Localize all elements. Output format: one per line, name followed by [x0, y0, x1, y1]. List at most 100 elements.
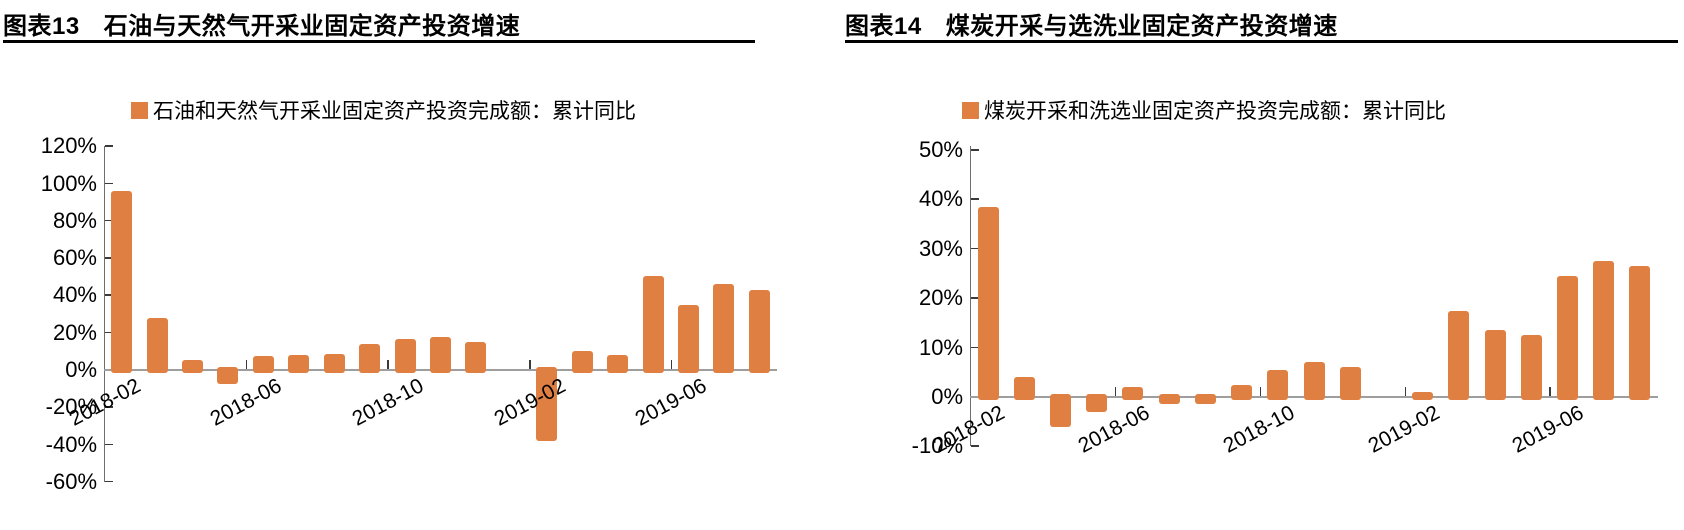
- bar: [465, 342, 487, 373]
- bar: [748, 289, 770, 373]
- bar: [1593, 261, 1615, 400]
- x-axis-label: 2019-02: [1364, 401, 1443, 458]
- x-axis-label: 2018-10: [1219, 401, 1299, 458]
- bar: [1520, 335, 1542, 400]
- x-axis-label: 2019-06: [631, 374, 711, 431]
- bar: [323, 354, 345, 373]
- bar: [1448, 310, 1470, 400]
- y-axis-tick: [105, 182, 113, 185]
- figure-14-title: 图表14 煤炭开采与选洗业固定资产投资增速: [845, 6, 1338, 41]
- y-axis-tick: [105, 294, 113, 296]
- bar: [1339, 367, 1361, 400]
- legend-marker-swatch: [962, 101, 979, 119]
- bar: [1086, 394, 1108, 412]
- bar: [1013, 377, 1035, 400]
- bar: [1484, 330, 1506, 400]
- bar: [182, 359, 204, 373]
- figure-13-panel: 图表13 石油与天然气开采业固定资产投资增速 石油和天然气开采业固定资产投资完成额…: [3, 6, 777, 494]
- figure-14-label: 图表14: [845, 13, 922, 40]
- y-axis-label: -20%: [45, 394, 97, 420]
- y-axis-tick: [105, 406, 113, 408]
- bar: [607, 355, 629, 373]
- x-axis-tick: [245, 360, 248, 369]
- y-axis-label: 50%: [918, 137, 963, 162]
- oil-gas-bar-chart: 120% 100% 80% 60% 40% 20% 0% -20% -40% -60% 2018-0…: [40, 134, 777, 494]
- bar: [677, 304, 699, 373]
- figure-13-title-text: 石油与天然气开采业固定资产投资增速: [103, 13, 521, 40]
- y-axis-label: -10%: [911, 433, 963, 459]
- bar: [359, 343, 381, 373]
- coal-bar-chart: 50% 40% 30% 20% 10% 0% -10% 2018-02 2018-06 2018-…: [842, 0, 1684, 530]
- bar: [536, 367, 558, 441]
- bar: [1629, 266, 1651, 400]
- figure-13-label: 图表13: [3, 13, 80, 40]
- y-axis-label: 0%: [931, 384, 963, 409]
- y-axis-line: [970, 146, 971, 447]
- bar: [1556, 275, 1578, 400]
- y-axis-tick: [105, 480, 113, 483]
- x-axis-tick: [1404, 387, 1407, 396]
- bar: [217, 367, 239, 384]
- y-axis-tick: [971, 346, 979, 349]
- y-axis-tick: [105, 257, 113, 259]
- figure-14-panel: 图表14 煤炭开采与选洗业固定资产投资增速 煤炭开采和洗选业固定资产投资完成额：累…: [842, 0, 1684, 530]
- bar: [1158, 394, 1180, 405]
- y-axis-label: 10%: [918, 334, 963, 360]
- x-axis-tick: [1114, 387, 1117, 396]
- y-axis-line: [104, 146, 105, 482]
- x-axis-tick: [529, 360, 531, 369]
- bar: [1194, 394, 1216, 405]
- x-axis-label: 2019-02: [490, 374, 570, 431]
- bar: [571, 351, 593, 373]
- y-axis-label: 80%: [52, 207, 97, 233]
- y-axis-label: 0%: [65, 357, 97, 382]
- y-axis-tick: [971, 198, 979, 200]
- x-axis-tick: [387, 360, 389, 369]
- y-axis-label: -60%: [45, 468, 97, 494]
- legend-marker-swatch: [131, 101, 148, 119]
- y-axis-label: 20%: [918, 285, 963, 311]
- bar: [146, 317, 168, 373]
- bar: [288, 355, 310, 373]
- y-axis-label: -40%: [45, 431, 97, 457]
- bar: [713, 284, 735, 373]
- bar: [430, 337, 451, 373]
- y-axis-tick: [105, 145, 113, 147]
- bar: [977, 206, 999, 400]
- x-axis-tick: [670, 360, 673, 369]
- x-axis-tick: [1549, 387, 1551, 396]
- y-axis-tick: [971, 149, 979, 151]
- y-axis-tick: [971, 297, 979, 299]
- bar: [1050, 394, 1072, 427]
- bar: [642, 275, 664, 373]
- bar: [1231, 384, 1253, 400]
- x-axis-label: 2018-10: [348, 374, 428, 431]
- legend-label: 石油和天然气开采业固定资产投资完成额：累计同比: [153, 100, 636, 123]
- bar: [1267, 369, 1289, 400]
- bar: [1412, 392, 1434, 400]
- y-axis-tick: [971, 445, 979, 447]
- y-axis-label: 40%: [52, 282, 97, 308]
- bar: [1122, 387, 1144, 400]
- bar: [111, 190, 133, 373]
- x-axis-tick: [1259, 387, 1262, 396]
- figure-13-title: 图表13 石油与天然气开采业固定资产投资增速: [3, 6, 520, 41]
- figure-13-title-underline: [3, 40, 755, 43]
- figure-14-title-underline: [845, 40, 1678, 43]
- y-axis-label: 40%: [918, 186, 963, 212]
- y-axis-label: 30%: [918, 235, 963, 261]
- y-axis-tick: [105, 443, 113, 446]
- figure-14-title-text: 煤炭开采与选洗业固定资产投资增速: [945, 13, 1338, 40]
- y-axis-tick: [971, 247, 979, 250]
- figure-13-legend: 石油和天然气开采业固定资产投资完成额：累计同比: [131, 95, 636, 125]
- legend-label: 煤炭开采和洗选业固定资产投资完成额：累计同比: [984, 100, 1446, 123]
- y-axis-tick: [105, 331, 113, 334]
- y-axis-tick: [105, 219, 113, 222]
- x-axis-label: 2019-06: [1508, 401, 1588, 458]
- y-axis-label: 20%: [52, 319, 97, 345]
- y-axis-label: 100%: [40, 170, 97, 196]
- bar: [252, 356, 274, 373]
- bar: [1303, 362, 1325, 400]
- figure-14-legend: 煤炭开采和洗选业固定资产投资完成额：累计同比: [962, 95, 1446, 125]
